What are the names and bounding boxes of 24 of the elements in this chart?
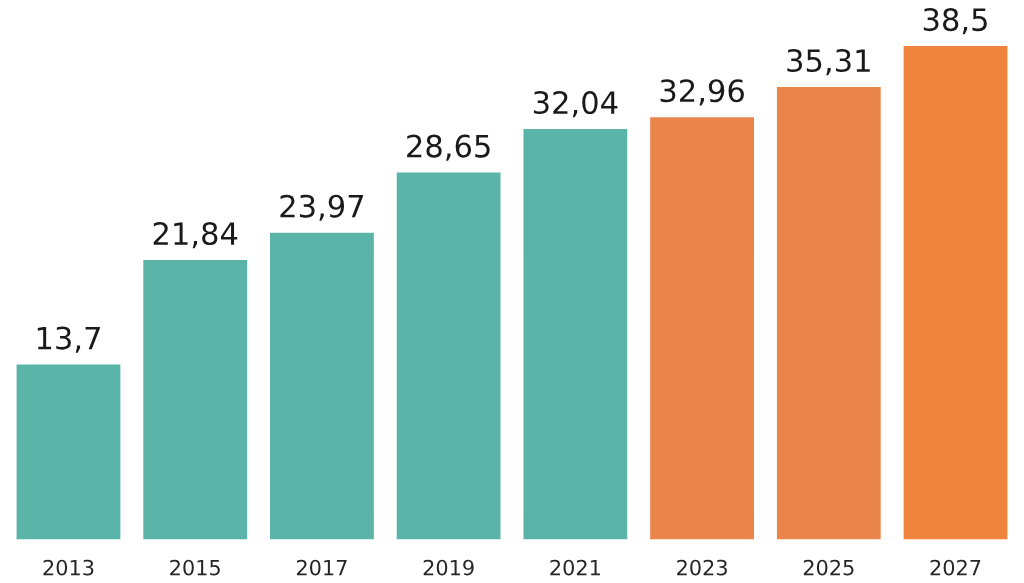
bar (522, 127, 629, 540)
data-label: 21,84 (153, 221, 238, 249)
bar (268, 231, 376, 540)
x-tick-label: 2025 (803, 559, 854, 576)
bar (15, 363, 122, 540)
x-tick-label: 2013 (43, 559, 94, 576)
data-label: 28,65 (407, 134, 490, 161)
bar (395, 171, 502, 540)
x-tick-label: 2021 (550, 559, 600, 576)
bar (141, 258, 249, 540)
x-tick-label: 2015 (170, 559, 220, 576)
data-label: 23,97 (280, 194, 364, 221)
bar (648, 115, 756, 540)
data-label: 35,31 (787, 48, 870, 76)
data-label: 32,96 (660, 79, 744, 106)
x-tick-label: 2023 (677, 559, 727, 576)
x-tick-label: 2017 (296, 559, 347, 576)
data-label: 32,04 (533, 90, 618, 118)
bar (902, 44, 1009, 540)
data-label: 13,7 (37, 326, 100, 353)
x-tick-label: 2027 (930, 559, 981, 576)
x-tick-label: 2019 (423, 559, 474, 576)
bar (775, 85, 883, 540)
data-label: 38,5 (923, 8, 987, 35)
